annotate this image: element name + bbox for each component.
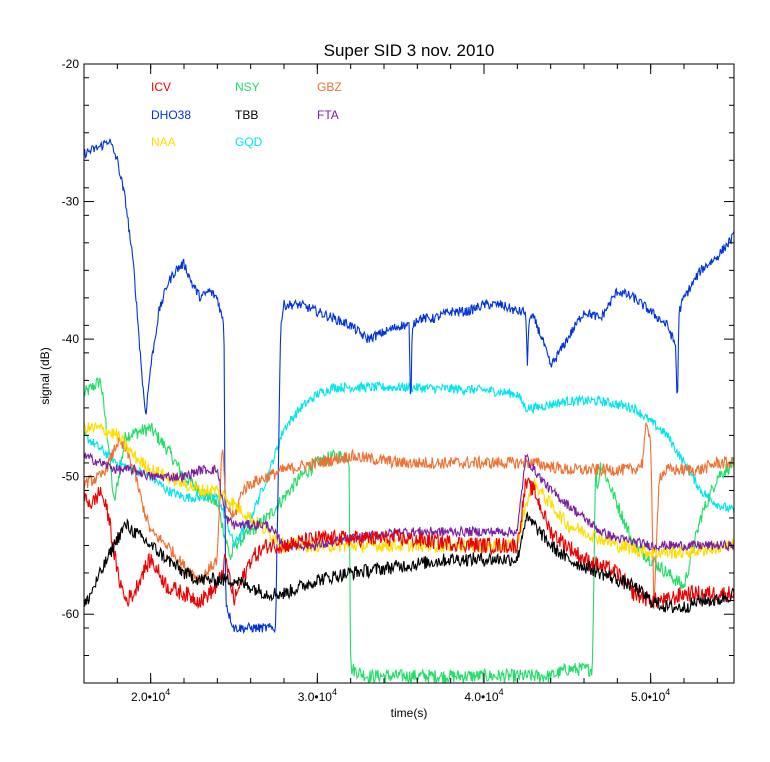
plot-frame <box>83 63 735 684</box>
x-axis-label: time(s) <box>391 706 428 720</box>
legend-item-tbb: TBB <box>235 108 258 122</box>
x-tick-times: • <box>648 690 652 704</box>
legend-item-gbz: GBZ <box>317 80 342 94</box>
x-tick-base: 10 <box>652 690 666 704</box>
series-line-dho38 <box>84 138 734 635</box>
x-tick-mantissa: 5.0 <box>631 690 648 704</box>
legend-item-fta: FTA <box>317 108 339 122</box>
x-tick-label: 2.0•104 <box>131 687 170 704</box>
y-tick-label: -60 <box>62 607 80 621</box>
x-tick-mantissa: 4.0 <box>464 690 481 704</box>
x-tick-exponent: 4 <box>665 687 670 697</box>
x-tick-exponent: 4 <box>332 687 337 697</box>
y-tick-label: -40 <box>62 332 80 346</box>
x-tick-label: 4.0•104 <box>464 687 503 704</box>
x-tick-base: 10 <box>485 690 499 704</box>
x-tick-times: • <box>481 690 485 704</box>
chart-title: Super SID 3 nov. 2010 <box>324 41 495 60</box>
x-tick-base: 10 <box>319 690 333 704</box>
y-tick-label: -30 <box>62 195 80 209</box>
series-line-naa <box>84 421 734 559</box>
legend-item-gqd: GQD <box>235 135 263 149</box>
legend-item-dho38: DHO38 <box>151 108 191 122</box>
series-line-gqd <box>84 380 734 549</box>
x-tick-label: 3.0•104 <box>298 687 337 704</box>
y-tick-label: -50 <box>62 470 80 484</box>
x-tick-base: 10 <box>152 690 166 704</box>
series-line-tbb <box>84 511 734 614</box>
series-line-fta <box>84 452 734 552</box>
series-line-gbz <box>84 422 734 609</box>
y-tick-label: -20 <box>62 57 80 71</box>
series-line-nsy <box>84 377 734 683</box>
legend-item-naa: NAA <box>151 135 176 149</box>
series-group <box>84 138 734 683</box>
x-tick-times: • <box>148 690 152 704</box>
legend-item-icv: ICV <box>151 80 171 94</box>
x-tick-times: • <box>314 690 318 704</box>
legend-item-nsy: NSY <box>235 80 260 94</box>
x-tick-exponent: 4 <box>499 687 504 697</box>
x-tick-exponent: 4 <box>165 687 170 697</box>
x-tick-mantissa: 3.0 <box>298 690 315 704</box>
y-axis-label: signal (dB) <box>38 347 52 404</box>
x-tick-label: 5.0•104 <box>631 687 670 704</box>
x-tick-mantissa: 2.0 <box>131 690 148 704</box>
